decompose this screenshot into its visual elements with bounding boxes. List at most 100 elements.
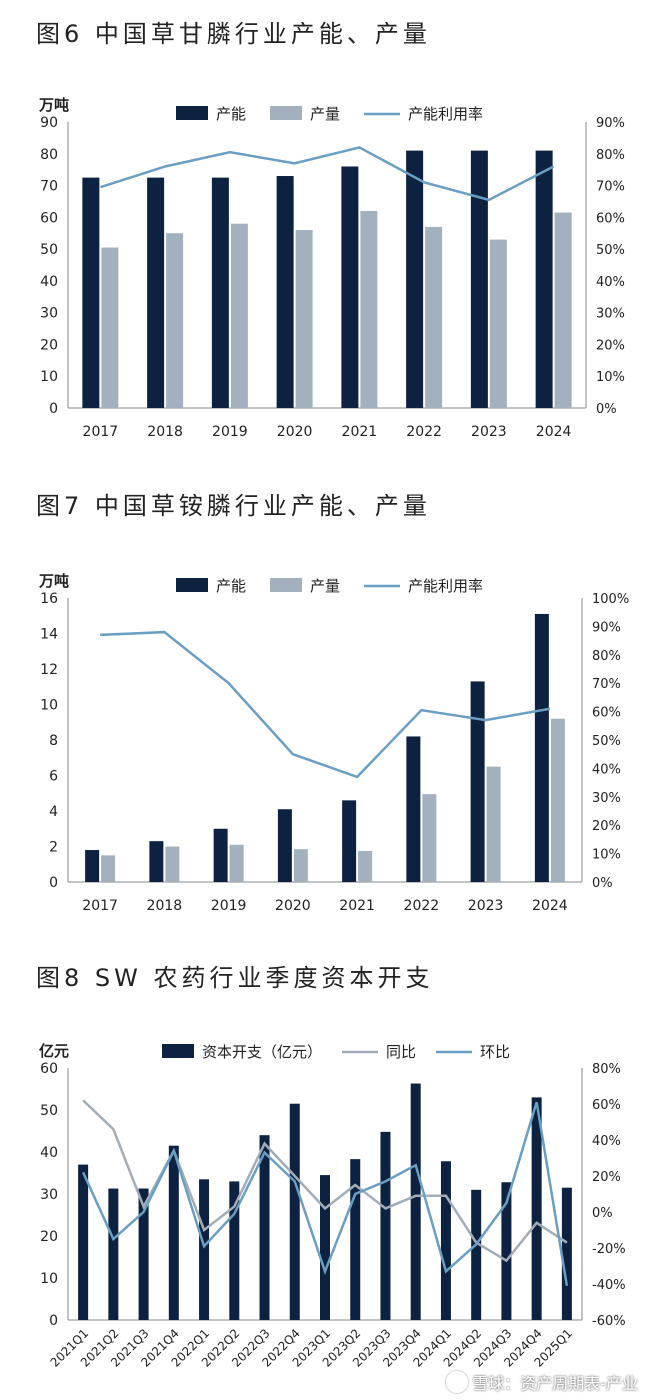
y-left-tick-label: 2 [49, 840, 58, 856]
y-right-tick-label: -20% [592, 1242, 626, 1257]
y-right-tick-label: 0% [592, 876, 613, 891]
x-tick-label: 2023 [468, 898, 504, 914]
y-left-tick-label: 40 [40, 274, 58, 290]
bar-primary [342, 800, 357, 882]
x-tick-label: 2021 [339, 898, 375, 914]
bar-primary [535, 150, 553, 408]
legend-label: 产能 [216, 577, 246, 595]
bar-secondary [554, 212, 572, 408]
y-left-tick-label: 50 [40, 242, 58, 258]
y-right-tick-label: 0% [592, 1206, 613, 1221]
bar-primary [276, 176, 294, 408]
series-line-0 [100, 630, 551, 779]
bar-secondary [422, 794, 437, 882]
y-right-tick-label: 60% [592, 706, 621, 721]
y-left-tick-label: 12 [40, 662, 58, 678]
bar-secondary [550, 718, 565, 882]
y-right-tick-label: 50% [596, 243, 625, 258]
y-left-tick-label: 20 [40, 1229, 58, 1245]
bar-secondary [295, 230, 313, 408]
bar-secondary [229, 844, 244, 882]
y-left-tick-label: 30 [40, 1187, 58, 1203]
bar-primary [440, 1161, 451, 1320]
y-right-tick-label: 50% [592, 734, 621, 749]
y-left-tick-label: 16 [40, 591, 58, 607]
bar-primary [229, 1181, 240, 1320]
y-right-tick-label: 20% [592, 819, 621, 834]
y-left-tick-label: 30 [40, 306, 58, 322]
y-right-tick-label: 10% [592, 848, 621, 863]
y-left-unit-label: 亿元 [39, 1042, 69, 1060]
x-tick-label: 2022 [406, 424, 442, 440]
bar-primary [470, 150, 488, 408]
chart-title-6: 图6 中国草甘膦行业产能、产量 [36, 20, 431, 48]
y-left-tick-label: 6 [49, 769, 58, 785]
snowball-logo-icon [446, 1371, 469, 1393]
bar-primary [406, 150, 424, 408]
y-right-tick-label: 0% [596, 402, 617, 417]
bar-primary [471, 1189, 482, 1320]
bar-primary [259, 1135, 270, 1320]
y-right-tick-label: 90% [592, 620, 621, 635]
bar-primary [149, 841, 164, 882]
legend-swatch-bar [270, 578, 302, 592]
y-right-tick-label: 80% [592, 649, 621, 664]
y-right-tick-label: 80% [592, 1062, 621, 1077]
y-right-tick-label: 60% [596, 211, 625, 226]
bar-primary [147, 177, 165, 408]
chart-title-7: 图7 中国草铵膦行业产能、产量 [36, 492, 431, 520]
y-right-tick-label: 30% [596, 307, 625, 322]
bar-primary [199, 1179, 210, 1320]
x-tick-label: 2023 [471, 424, 507, 440]
bar-primary [341, 166, 359, 408]
legend-swatch-bar [270, 106, 302, 120]
legend-label: 资本开支（亿元） [202, 1043, 322, 1061]
y-left-tick-label: 10 [40, 369, 58, 385]
bar-primary [82, 177, 100, 408]
y-left-tick-label: 0 [49, 401, 58, 417]
bar-secondary [166, 233, 184, 408]
legend-label: 同比 [386, 1043, 416, 1061]
x-tick-label: 2018 [147, 898, 183, 914]
x-tick-label: 2019 [211, 898, 247, 914]
bar-primary [277, 809, 292, 882]
legend-label: 产能 [216, 105, 246, 123]
bar-primary [561, 1187, 572, 1320]
bar-secondary [425, 226, 443, 408]
bar-primary [85, 850, 100, 882]
x-tick-label: 2020 [277, 424, 313, 440]
bar-primary [289, 1103, 300, 1320]
y-right-tick-label: 40% [592, 1134, 621, 1149]
y-right-tick-label: 100% [592, 592, 629, 607]
bar-secondary [486, 766, 501, 882]
legend-label: 产量 [310, 105, 340, 123]
bar-secondary [101, 855, 116, 882]
y-right-tick-label: 40% [596, 275, 625, 290]
y-right-tick-label: -40% [592, 1278, 626, 1293]
bar-secondary [101, 247, 119, 408]
x-tick-label: 2022 [404, 898, 440, 914]
x-tick-label: 2017 [82, 898, 118, 914]
bar-primary [168, 1145, 179, 1320]
y-right-tick-label: 60% [592, 1098, 621, 1113]
bar-secondary [358, 850, 373, 882]
series-line-0 [99, 146, 555, 202]
x-tick-label: 2018 [147, 424, 183, 440]
y-left-tick-label: 10 [40, 1271, 58, 1287]
y-left-tick-label: 40 [40, 1145, 58, 1161]
y-left-tick-label: 70 [40, 179, 58, 195]
x-tick-label: 2024 [532, 898, 568, 914]
y-right-tick-label: 20% [596, 338, 625, 353]
bar-primary [380, 1131, 391, 1320]
series-line-1 [81, 1101, 569, 1287]
y-right-tick-label: 40% [592, 762, 621, 777]
watermark-text: 雪球：资产周期表-产业 [472, 1374, 638, 1393]
y-left-tick-label: 60 [40, 210, 58, 226]
y-left-tick-label: 8 [49, 733, 58, 749]
y-left-tick-label: 90 [40, 115, 58, 131]
y-left-tick-label: 10 [40, 698, 58, 714]
bar-secondary [165, 846, 180, 882]
chart-glufosinate: 0 2 4 6 8 10 12 14 16 0% 10% 20% 30% 40% 50% 60% 70% 80% 9… [38, 572, 629, 914]
y-left-tick-label: 0 [49, 1313, 58, 1329]
bar-primary [108, 1188, 119, 1320]
